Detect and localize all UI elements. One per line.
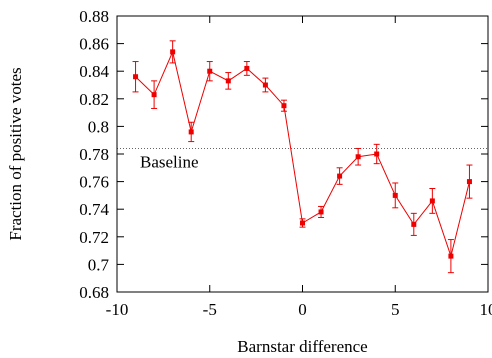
baseline-layer: Baseline bbox=[117, 147, 488, 171]
y-tick-label: 0.88 bbox=[79, 7, 109, 26]
data-point bbox=[188, 129, 194, 135]
data-point bbox=[448, 253, 454, 259]
data-point bbox=[355, 154, 361, 160]
data-point bbox=[392, 192, 398, 198]
y-axis-title: Fraction of positive votes bbox=[6, 67, 25, 240]
y-tick-label: 0.74 bbox=[79, 200, 109, 219]
data-point bbox=[411, 221, 417, 227]
y-tick-label: 0.82 bbox=[79, 90, 109, 109]
data-point bbox=[318, 209, 324, 215]
y-tick-label: 0.78 bbox=[79, 145, 109, 164]
data-point bbox=[151, 92, 157, 98]
x-tick-label: -10 bbox=[106, 300, 129, 319]
data-point bbox=[337, 173, 343, 179]
data-point bbox=[207, 68, 213, 74]
data-point bbox=[429, 198, 435, 204]
data-point bbox=[466, 179, 472, 185]
data-point bbox=[374, 151, 380, 157]
y-tick-label: 0.68 bbox=[79, 283, 109, 302]
data-point bbox=[170, 49, 176, 55]
tick-labels: 0.68 0.7 0.72 0.74 0.76 0.78 0.8 0.82 0.84 0.86 0.… bbox=[79, 7, 492, 319]
y-tick-label: 0.8 bbox=[88, 117, 109, 136]
data-point bbox=[281, 103, 287, 109]
y-tick-label: 0.76 bbox=[79, 173, 109, 192]
x-tick-label: 5 bbox=[391, 300, 400, 319]
data-point bbox=[244, 65, 250, 71]
y-tick-label: 0.72 bbox=[79, 228, 109, 247]
data-point bbox=[133, 74, 139, 80]
series-layer bbox=[132, 40, 473, 274]
x-tick-label: 0 bbox=[298, 300, 307, 319]
y-tick-label: 0.7 bbox=[88, 255, 110, 274]
x-tick-label: 10 bbox=[480, 300, 492, 319]
plot-frame bbox=[116, 15, 489, 293]
data-point bbox=[300, 220, 305, 226]
x-tick-label: -5 bbox=[203, 300, 217, 319]
baseline-label: Baseline bbox=[140, 152, 199, 171]
y-tick-label: 0.86 bbox=[79, 35, 109, 54]
y-tick-label: 0.84 bbox=[79, 62, 109, 81]
data-point bbox=[225, 78, 231, 84]
x-axis-title: Barnstar difference bbox=[237, 337, 367, 356]
data-point bbox=[262, 82, 268, 88]
